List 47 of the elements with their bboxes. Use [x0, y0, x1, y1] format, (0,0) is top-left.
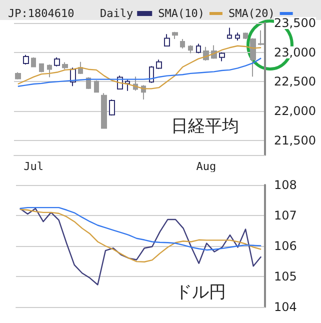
x-tick-label: Jul	[24, 160, 44, 173]
annotation: 日経平均	[171, 116, 239, 136]
annotation: ドル円	[175, 282, 226, 302]
y-tick-label: 23,500	[274, 16, 316, 30]
candlestick	[125, 79, 130, 92]
y-tick-label: 108	[274, 178, 297, 192]
candlestick	[47, 64, 52, 78]
x-tick-label: Aug	[196, 160, 216, 173]
candlestick	[250, 38, 256, 78]
line-series	[19, 206, 262, 251]
line-series	[17, 45, 262, 90]
y-tick-label: 104	[274, 300, 297, 314]
y-tick-label: 105	[274, 270, 297, 284]
y-tick-label: 106	[274, 239, 297, 253]
y-tick-label: 21,500	[274, 133, 316, 148]
candlestick	[109, 99, 115, 116]
candlestick	[227, 27, 232, 40]
candlestick	[243, 32, 248, 40]
chart-title: JP:1804610	[8, 7, 74, 20]
line-series	[19, 208, 262, 262]
candlestick	[149, 66, 154, 84]
candlestick	[39, 62, 44, 73]
candlestick	[188, 44, 193, 54]
candlestick	[94, 80, 99, 93]
candlestick	[235, 32, 240, 42]
y-tick-label: 22,500	[274, 74, 316, 89]
candlestick	[62, 62, 68, 70]
legend-label: Daily	[100, 7, 134, 20]
candlestick	[172, 31, 178, 40]
candlestick	[54, 56, 60, 67]
y-tick-label: 23,000	[274, 45, 316, 60]
y-tick-label: 107	[274, 208, 297, 222]
y-tick-label: 22,000	[274, 104, 316, 118]
legend-label: SMA(20)	[228, 7, 275, 20]
line-series	[19, 208, 262, 286]
candlestick	[196, 43, 201, 54]
candlestick	[180, 38, 185, 50]
candlestick	[156, 59, 162, 70]
candlestick	[15, 72, 21, 80]
candlestick	[23, 54, 29, 65]
candlestick	[219, 52, 225, 62]
candlestick	[31, 56, 36, 68]
legend-label: SMA(10)	[158, 7, 204, 20]
candlestick	[101, 92, 107, 129]
candlestick	[258, 30, 264, 46]
candlestick	[164, 34, 170, 46]
line-series	[17, 58, 262, 87]
